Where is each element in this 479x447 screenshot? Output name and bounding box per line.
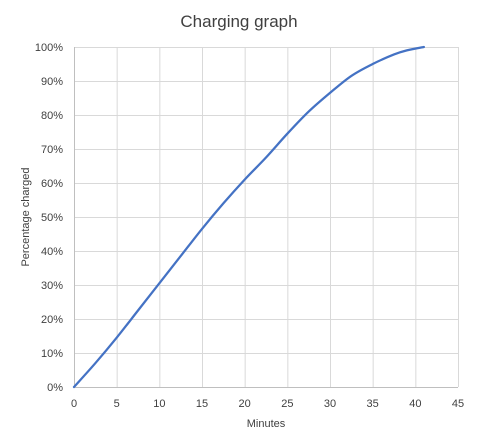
x-tick-label: 25 xyxy=(281,398,293,410)
x-tick-label: 0 xyxy=(71,398,77,410)
y-tick-label: 80% xyxy=(41,110,63,122)
y-tick-label: 100% xyxy=(35,42,63,54)
y-tick-label: 50% xyxy=(41,212,63,224)
x-tick-label: 40 xyxy=(409,398,421,410)
x-tick-label: 20 xyxy=(239,398,251,410)
y-tick-label: 20% xyxy=(41,314,63,326)
x-tick-label: 35 xyxy=(367,398,379,410)
y-axis-title: Percentage charged xyxy=(20,167,32,266)
y-tick-label: 90% xyxy=(41,76,63,88)
y-tick-label: 0% xyxy=(47,382,63,394)
x-tick-label: 10 xyxy=(153,398,165,410)
grid-lines xyxy=(74,47,459,387)
x-tick-label: 45 xyxy=(452,398,464,410)
y-tick-label: 40% xyxy=(41,246,63,258)
chart-title: Charging graph xyxy=(180,12,297,31)
series-line xyxy=(72,45,425,389)
x-tick-label: 30 xyxy=(324,398,336,410)
x-axis-title: Minutes xyxy=(247,418,286,430)
y-tick-label: 70% xyxy=(41,144,63,156)
y-tick-label: 10% xyxy=(41,348,63,360)
axes xyxy=(74,47,458,388)
x-tick-label: 5 xyxy=(114,398,120,410)
series-layer xyxy=(72,45,425,389)
y-tick-label: 30% xyxy=(41,280,63,292)
tick-labels: 0% 10% 20% 30% 40% 50% 60% 70% 80% 90% 100% 0 5 10 15 2… xyxy=(35,42,464,410)
y-tick-label: 60% xyxy=(41,178,63,190)
x-tick-label: 15 xyxy=(196,398,208,410)
